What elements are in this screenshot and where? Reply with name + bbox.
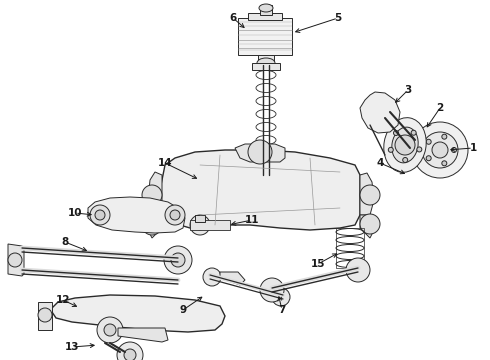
Text: 2: 2: [437, 103, 443, 113]
Circle shape: [442, 161, 447, 166]
Circle shape: [8, 253, 22, 267]
Polygon shape: [360, 173, 374, 215]
Text: 5: 5: [334, 13, 342, 23]
Circle shape: [95, 210, 105, 220]
Text: 11: 11: [245, 215, 259, 225]
Circle shape: [171, 253, 185, 267]
Circle shape: [360, 214, 380, 234]
Circle shape: [142, 185, 162, 205]
Circle shape: [426, 156, 431, 161]
Text: 3: 3: [404, 85, 412, 95]
Text: 6: 6: [229, 13, 237, 23]
Polygon shape: [238, 18, 292, 55]
Circle shape: [426, 139, 431, 144]
Polygon shape: [160, 150, 360, 230]
Circle shape: [442, 134, 447, 139]
Circle shape: [97, 317, 123, 343]
Text: 4: 4: [376, 158, 384, 168]
Circle shape: [117, 342, 143, 360]
Polygon shape: [88, 197, 185, 233]
Circle shape: [422, 132, 458, 168]
Circle shape: [272, 288, 290, 306]
Ellipse shape: [259, 4, 273, 12]
Text: 7: 7: [278, 305, 286, 315]
Circle shape: [170, 210, 180, 220]
Polygon shape: [235, 144, 285, 162]
Circle shape: [403, 157, 408, 162]
Ellipse shape: [384, 118, 426, 172]
Polygon shape: [8, 244, 24, 276]
Polygon shape: [258, 55, 274, 65]
Circle shape: [195, 220, 205, 230]
Circle shape: [395, 135, 415, 155]
Text: 15: 15: [311, 259, 325, 269]
Circle shape: [142, 215, 162, 235]
Polygon shape: [252, 63, 280, 70]
Polygon shape: [260, 5, 272, 15]
Circle shape: [104, 324, 116, 336]
Circle shape: [165, 205, 185, 225]
Circle shape: [190, 215, 210, 235]
Ellipse shape: [254, 169, 278, 181]
Circle shape: [164, 246, 192, 274]
Circle shape: [124, 349, 136, 360]
Ellipse shape: [392, 127, 418, 163]
Circle shape: [260, 278, 284, 302]
Text: 14: 14: [158, 158, 172, 168]
Polygon shape: [255, 168, 277, 178]
Circle shape: [451, 148, 457, 153]
Polygon shape: [248, 13, 282, 20]
Circle shape: [417, 147, 422, 152]
Ellipse shape: [257, 58, 275, 68]
Polygon shape: [52, 295, 225, 332]
Circle shape: [248, 140, 272, 164]
Text: 13: 13: [65, 342, 79, 352]
Circle shape: [412, 122, 468, 178]
Text: 1: 1: [469, 143, 477, 153]
Polygon shape: [190, 220, 230, 230]
Text: 9: 9: [179, 305, 187, 315]
Circle shape: [90, 205, 110, 225]
Polygon shape: [118, 328, 168, 342]
Circle shape: [203, 268, 221, 286]
Text: 8: 8: [61, 237, 69, 247]
Circle shape: [388, 147, 393, 152]
Polygon shape: [148, 215, 162, 238]
Circle shape: [38, 308, 52, 322]
Polygon shape: [195, 215, 205, 222]
Circle shape: [411, 130, 416, 135]
Text: 10: 10: [68, 208, 82, 218]
Circle shape: [360, 185, 380, 205]
Polygon shape: [38, 302, 52, 330]
Circle shape: [346, 258, 370, 282]
Text: 12: 12: [56, 295, 70, 305]
Polygon shape: [360, 92, 400, 133]
Polygon shape: [220, 272, 245, 285]
Polygon shape: [148, 172, 162, 215]
Circle shape: [393, 130, 398, 135]
Circle shape: [432, 142, 448, 158]
Polygon shape: [360, 215, 374, 238]
